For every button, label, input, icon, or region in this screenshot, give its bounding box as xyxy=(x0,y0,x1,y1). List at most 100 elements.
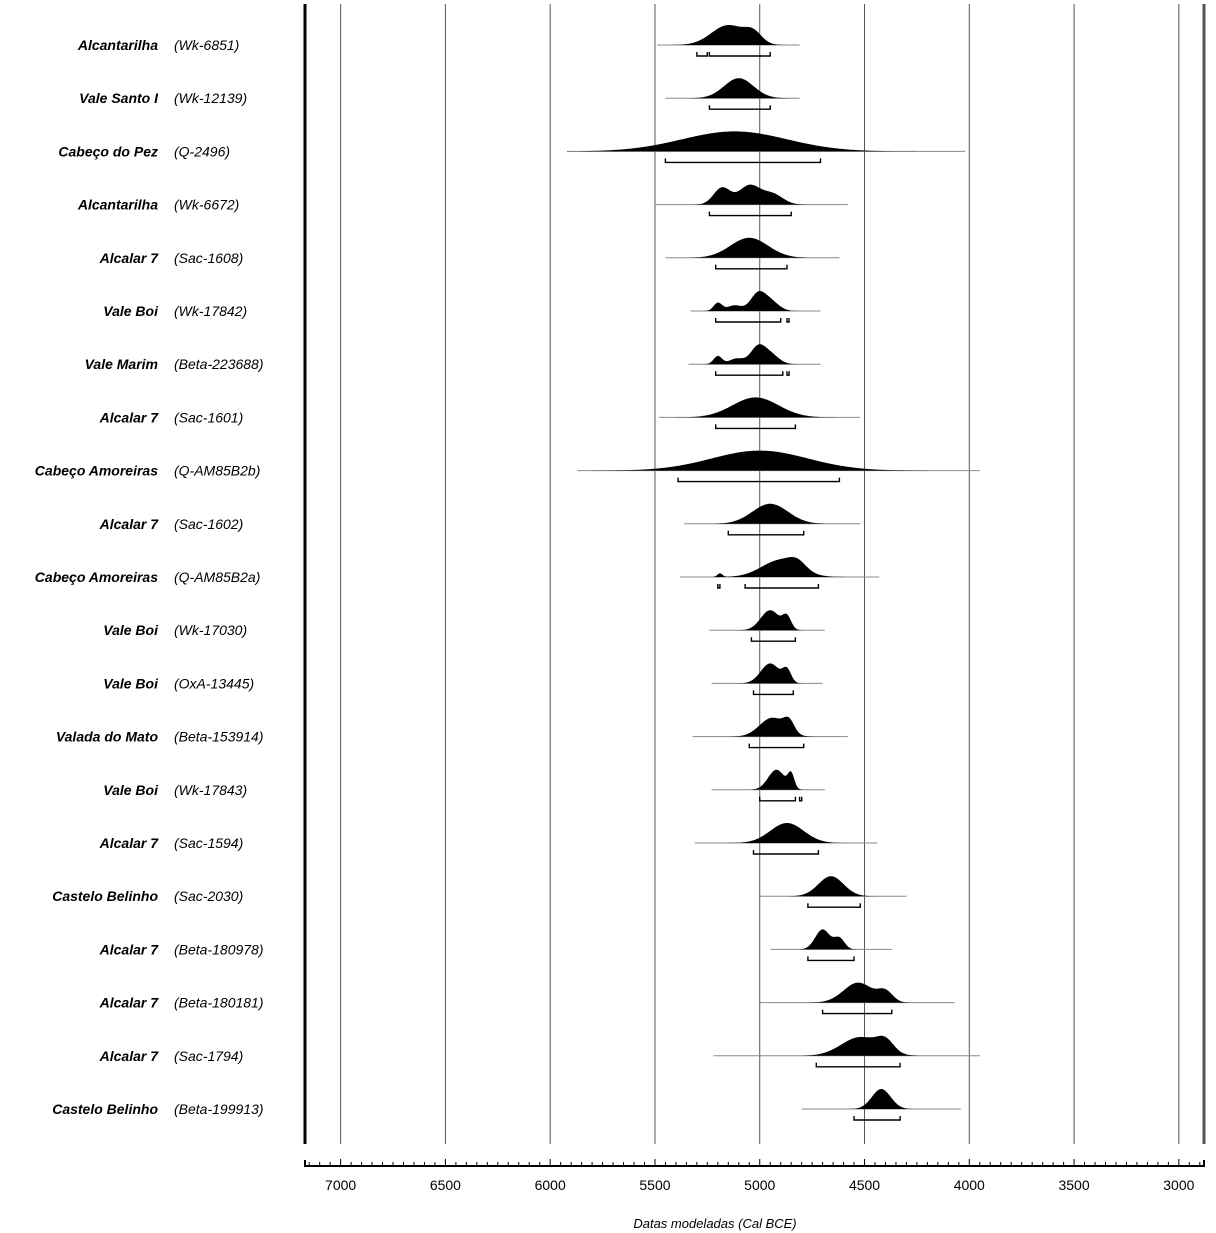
hpd-bracket-1 xyxy=(815,1062,901,1068)
x-tick-label: 5500 xyxy=(639,1177,670,1193)
row-labels: Alcantarilha (Wk-6851) Vale Santo I (Wk-121… xyxy=(35,37,264,1117)
lab-code-label: (Sac-1602) xyxy=(174,516,243,532)
x-tick-label: 3500 xyxy=(1058,1177,1089,1193)
hpd-bracket-1 xyxy=(717,584,721,589)
density-curve xyxy=(655,184,848,205)
hpd-bracket-1 xyxy=(807,903,861,908)
site-label: Alcalar 7 xyxy=(99,1048,160,1064)
density-curve xyxy=(759,876,907,897)
hpd-bracket-1 xyxy=(664,158,822,164)
site-label: Alcalar 7 xyxy=(99,835,160,851)
x-tick-label: 5000 xyxy=(744,1177,775,1193)
row-15 xyxy=(711,769,825,802)
lab-code-label: (Sac-1608) xyxy=(174,250,243,266)
lab-code-label: (Beta-180181) xyxy=(174,995,264,1011)
density-curve xyxy=(684,503,861,524)
hpd-bracket-2 xyxy=(786,318,790,323)
x-tick-label: 3000 xyxy=(1163,1177,1194,1193)
density-curve xyxy=(801,1089,961,1109)
site-label: Cabeço Amoreiras xyxy=(35,463,158,479)
density-curve xyxy=(694,823,878,843)
lab-code-label: (Sac-1601) xyxy=(174,409,243,425)
density-curve xyxy=(770,929,892,950)
row-21 xyxy=(801,1089,961,1121)
row-5 xyxy=(665,237,840,270)
x-axis-title: Datas modeladas (Cal BCE) xyxy=(633,1216,796,1231)
site-label: Valada do Mato xyxy=(56,729,159,745)
site-label: Alcalar 7 xyxy=(99,995,160,1011)
lab-code-label: (OxA-13445) xyxy=(174,675,254,691)
hpd-bracket-1 xyxy=(821,1009,893,1015)
density-curve xyxy=(711,769,825,790)
lab-code-label: (Beta-223688) xyxy=(174,356,264,372)
density-curve xyxy=(711,663,823,684)
row-20 xyxy=(713,1035,980,1068)
site-label: Alcalar 7 xyxy=(99,250,160,266)
lab-code-label: (Wk-6851) xyxy=(174,37,239,53)
site-label: Vale Santo I xyxy=(79,90,159,106)
hpd-bracket-1 xyxy=(759,796,797,802)
density-curve xyxy=(657,25,800,45)
row-3 xyxy=(566,131,966,164)
x-tick-label: 6500 xyxy=(430,1177,461,1193)
hpd-bracket-1 xyxy=(715,264,788,270)
x-axis: 7000 6500 6000 5500 5000 4500 4000 3500 3000 xyxy=(304,1159,1205,1193)
lab-code-label: (Wk-17030) xyxy=(174,622,247,638)
hpd-bracket-1 xyxy=(752,850,820,855)
row-7 xyxy=(688,344,821,376)
site-label: Alcalar 7 xyxy=(99,409,160,425)
hpd-bracket-2 xyxy=(798,796,803,802)
row-13 xyxy=(711,663,823,696)
site-label: Alcantarilha xyxy=(77,37,158,53)
x-tick-label: 7000 xyxy=(325,1177,356,1193)
row-8 xyxy=(659,397,861,430)
hpd-bracket-1 xyxy=(715,318,782,323)
site-label: Alcalar 7 xyxy=(99,516,160,532)
density-curve xyxy=(759,982,955,1003)
density-curve xyxy=(665,237,840,258)
hpd-bracket-1 xyxy=(708,211,792,217)
hpd-bracket-1 xyxy=(677,477,841,483)
row-16 xyxy=(694,823,878,855)
site-label: Vale Boi xyxy=(103,675,159,691)
row-9 xyxy=(577,450,980,483)
hpd-bracket-2 xyxy=(744,584,820,589)
site-label: Cabeço Amoreiras xyxy=(35,569,158,585)
x-tick-label: 6000 xyxy=(535,1177,566,1193)
lab-code-label: (Wk-6672) xyxy=(174,197,239,213)
lab-code-label: (Wk-17843) xyxy=(174,782,247,798)
lab-code-label: (Sac-1594) xyxy=(174,835,243,851)
row-6 xyxy=(690,291,821,323)
site-label: Castelo Belinho xyxy=(52,888,158,904)
hpd-bracket-1 xyxy=(715,424,797,430)
row-10 xyxy=(684,503,861,536)
row-17 xyxy=(759,876,907,908)
lab-code-label: (Q-AM85B2b) xyxy=(174,463,260,479)
site-label: Vale Marim xyxy=(85,356,158,372)
density-curve xyxy=(709,610,825,631)
hpd-bracket-2 xyxy=(786,371,790,376)
site-label: Castelo Belinho xyxy=(52,1101,158,1117)
density-curve xyxy=(577,450,980,471)
density-curve xyxy=(692,716,848,737)
hpd-bracket-1 xyxy=(752,690,794,696)
lab-code-label: (Beta-153914) xyxy=(174,729,264,745)
row-12 xyxy=(709,610,825,642)
density-curve xyxy=(659,397,861,418)
hpd-bracket-1 xyxy=(715,371,784,376)
lab-code-label: (Wk-17842) xyxy=(174,303,247,319)
lab-code-label: (Q-2496) xyxy=(174,143,230,159)
hpd-bracket-1 xyxy=(750,637,797,642)
hpd-bracket-1 xyxy=(853,1116,901,1121)
density-curve xyxy=(713,1035,980,1056)
site-label: Vale Boi xyxy=(103,622,159,638)
lab-code-label: (Q-AM85B2a) xyxy=(174,569,260,585)
lab-code-label: (Beta-199913) xyxy=(174,1101,264,1117)
row-18 xyxy=(770,929,892,962)
lab-code-label: (Sac-2030) xyxy=(174,888,243,904)
x-tick-label: 4500 xyxy=(849,1177,880,1193)
density-curve xyxy=(680,557,880,577)
hpd-bracket-1 xyxy=(708,105,771,110)
hpd-bracket-1 xyxy=(807,956,855,962)
